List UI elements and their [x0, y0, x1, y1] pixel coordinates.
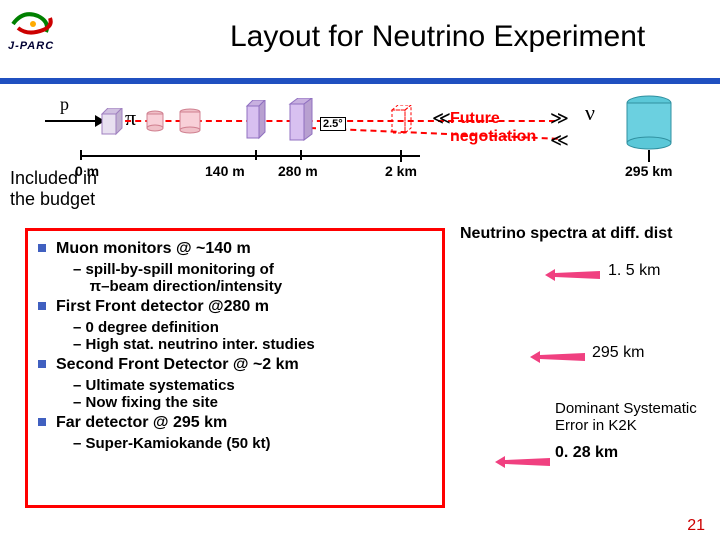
- horn-2: [178, 108, 202, 139]
- included-line-1: Included in: [10, 168, 97, 189]
- dom-line-2: Error in K2K: [555, 417, 697, 434]
- tick-280: [300, 150, 302, 160]
- arrow-2-label: 295 km: [592, 344, 644, 362]
- item-295-a: – Super-Kamiokande (50 kt): [73, 435, 432, 452]
- title-underline: [0, 78, 720, 84]
- item-295: Far detector @ 295 km: [38, 414, 432, 432]
- bullet-icon: [38, 360, 46, 368]
- future-text-2: negotiation: [450, 128, 536, 146]
- arrow-1-label: 1. 5 km: [608, 262, 660, 280]
- included-line-2: the budget: [10, 189, 97, 210]
- tick-0: [80, 150, 82, 160]
- included-text: Included in the budget: [10, 168, 97, 210]
- arrow-2: [530, 350, 585, 362]
- item-280: First Front detector @280 m: [38, 298, 432, 316]
- item-muon-b: π–beam direction/intensity: [73, 278, 432, 295]
- front-detector-280: [288, 98, 314, 147]
- spectra-title: Neutrino spectra at diff. dist: [460, 225, 672, 243]
- dom-line-1: Dominant Systematic: [555, 400, 697, 417]
- dist-280: 280 m: [278, 163, 318, 179]
- proton-beam: [45, 120, 100, 122]
- item-2km-b: – Now fixing the site: [73, 394, 432, 411]
- future-text-1: Future: [450, 110, 500, 128]
- logo-swirl-icon: [8, 8, 58, 40]
- dist-140: 140 m: [205, 163, 245, 179]
- proton-label: p: [60, 94, 69, 115]
- tick-295: [648, 150, 650, 162]
- tick-140: [255, 150, 257, 160]
- target-box: [100, 108, 124, 141]
- tick-2k: [400, 150, 402, 162]
- beam-angle: 2.5°: [320, 117, 346, 131]
- front-detector-2km: [390, 105, 414, 140]
- bullet-icon: [38, 302, 46, 310]
- bullet-icon: [38, 244, 46, 252]
- dist-2k: 2 km: [385, 163, 417, 179]
- super-k-detector: [625, 95, 673, 155]
- dist-295: 295 km: [625, 163, 672, 179]
- item-muon-a: – spill-by-spill monitoring of: [73, 261, 432, 278]
- arrow-1: [545, 268, 600, 280]
- jparc-logo: J-PARC: [8, 8, 98, 52]
- arrow-3: [495, 455, 550, 467]
- break-right-2: ≪: [550, 130, 569, 151]
- break-right-1: ≫: [550, 108, 569, 129]
- page-title: Layout for Neutrino Experiment: [230, 20, 645, 54]
- item-280-a: – 0 degree definition: [73, 319, 432, 336]
- item-2km-a: – Ultimate systematics: [73, 377, 432, 394]
- detector-list-box: Muon monitors @ ~140 m – spill-by-spill …: [25, 228, 445, 508]
- logo-text: J-PARC: [8, 40, 98, 52]
- item-muon: Muon monitors @ ~140 m: [38, 240, 432, 258]
- neutrino-label: ν: [585, 100, 595, 126]
- pion-label: π: [125, 105, 136, 131]
- bullet-icon: [38, 418, 46, 426]
- arrow-3-label: 0. 28 km: [555, 444, 618, 462]
- horn-1: [145, 110, 165, 137]
- scale-line: [80, 155, 420, 157]
- item-2km: Second Front Detector @ ~2 km: [38, 356, 432, 374]
- item-280-b: – High stat. neutrino inter. studies: [73, 336, 432, 353]
- break-left: ≪: [432, 108, 451, 129]
- dominant-text: Dominant Systematic Error in K2K: [555, 400, 697, 434]
- page-number: 21: [687, 517, 705, 535]
- muon-monitor-box: [245, 100, 267, 145]
